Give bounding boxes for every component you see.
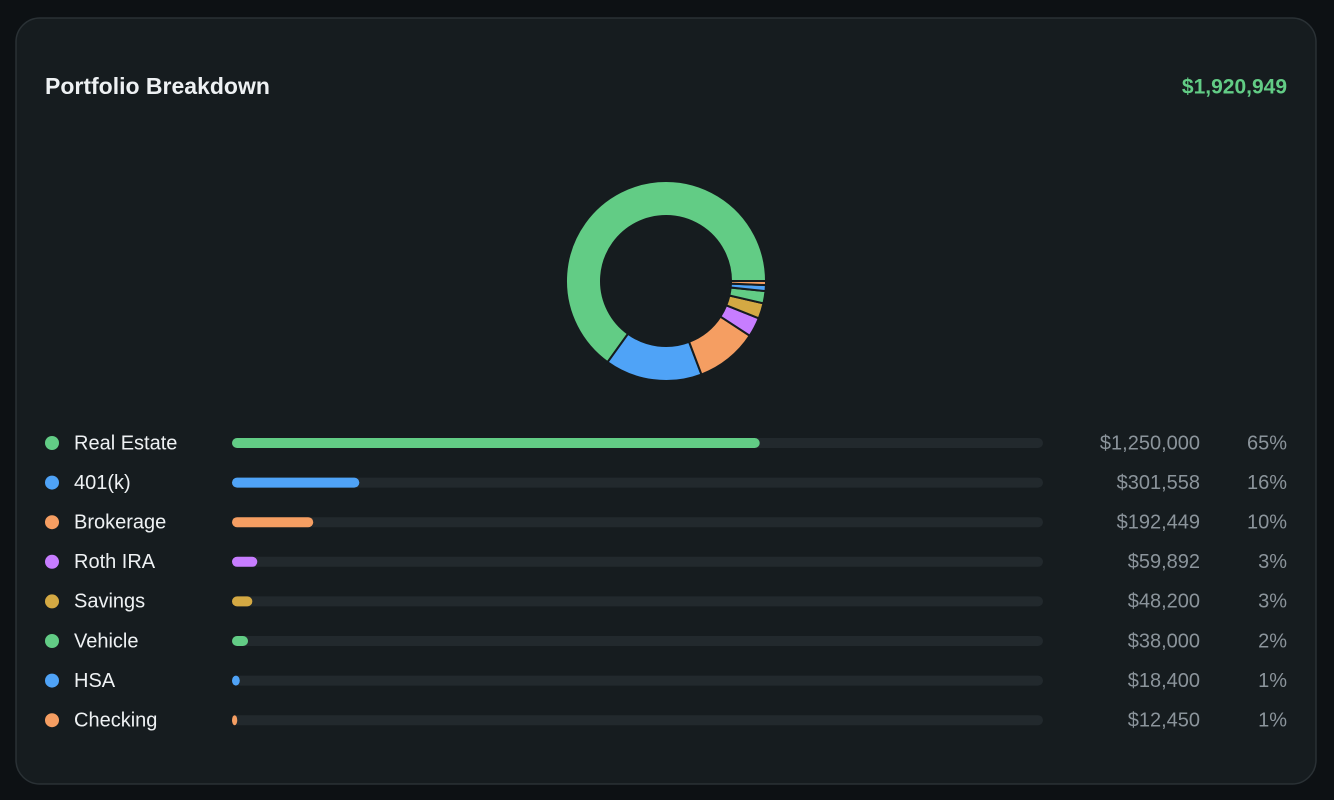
bar-track [232,636,1043,646]
legend-dot [45,475,59,490]
value-label: $59,892 [1128,551,1200,573]
value-label: $18,400 [1128,670,1200,692]
bar-track [232,675,1043,686]
bar-fill [232,477,360,488]
total-value: $1,920,949 [1182,76,1287,99]
category-label: 401(k) [74,472,131,494]
breakdown-list: Real Estate $1,250,000 65% 401(k) $301,558 16… [45,432,1287,731]
value-label: $301,558 [1117,472,1200,494]
bar-fill [232,715,238,726]
share-label: 2% [1258,630,1287,652]
category-label: HSA [74,670,116,692]
category-label: Real Estate [74,432,177,454]
share-label: 10% [1247,511,1287,533]
category-label: Vehicle [74,630,139,652]
share-label: 1% [1258,670,1287,692]
bar-fill [232,675,240,686]
bar-fill [232,517,314,528]
value-label: $38,000 [1128,630,1200,652]
category-label: Checking [74,709,157,731]
category-label: Roth IRA [74,551,156,573]
category-label: Brokerage [74,511,166,533]
legend-dot [45,436,59,450]
share-label: 16% [1247,472,1287,494]
legend-dot [45,594,59,609]
value-label: $192,449 [1117,511,1200,533]
bar-fill [232,556,258,567]
donut-slice [729,280,768,287]
category-label: Savings [74,591,145,613]
bar-fill [232,438,760,448]
card [15,17,1317,785]
legend-dot [45,673,59,688]
bar-track [232,556,1043,567]
donut-slice [565,180,768,364]
bar-fill [232,636,249,646]
share-label: 1% [1258,709,1287,731]
legend-dot [45,554,59,569]
legend-dot [45,713,59,728]
share-label: 3% [1258,551,1287,573]
bar-track [232,517,1043,528]
bar-fill [232,596,253,607]
bar-track [232,715,1043,726]
card-title: Portfolio Breakdown [45,73,270,99]
legend-dot [45,634,59,648]
value-label: $48,200 [1128,591,1200,613]
value-label: $1,250,000 [1100,432,1200,454]
bar-track [232,596,1043,607]
value-label: $12,450 [1128,709,1200,731]
share-label: 65% [1247,432,1287,454]
legend-dot [45,515,59,530]
donut-chart [565,180,768,382]
bar-track [232,477,1043,488]
share-label: 3% [1258,591,1287,613]
